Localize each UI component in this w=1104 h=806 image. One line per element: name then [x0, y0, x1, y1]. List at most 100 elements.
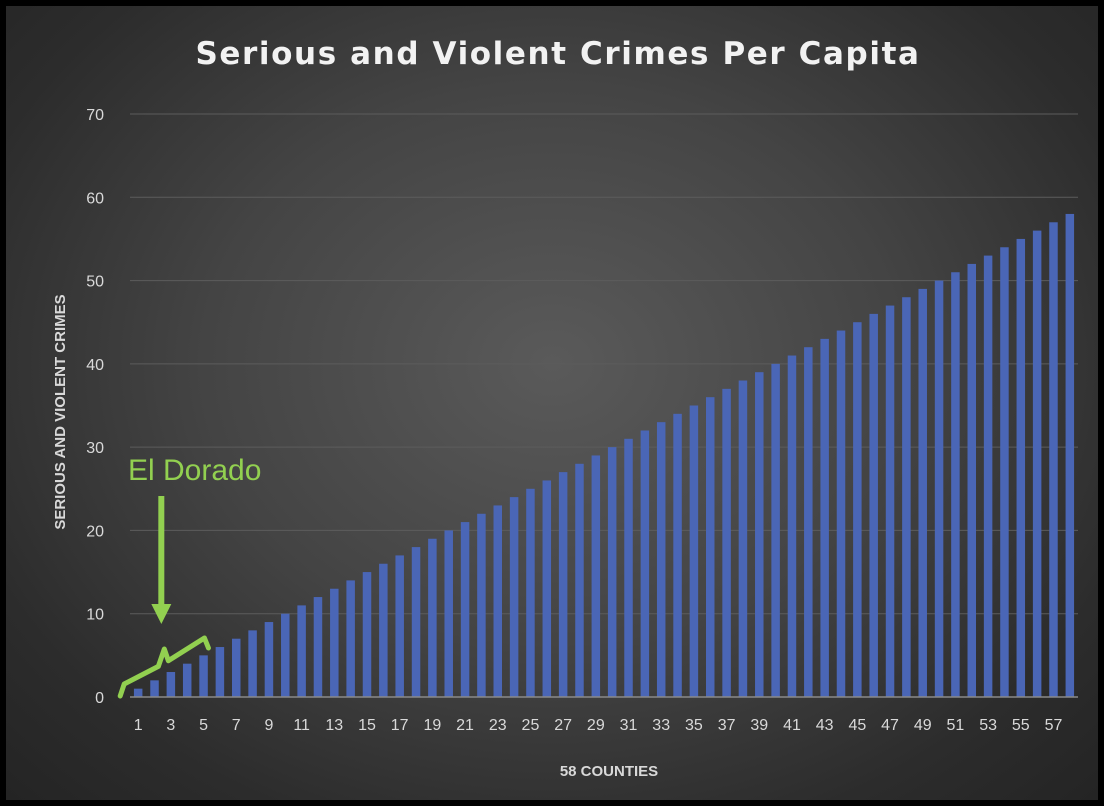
- bar: [133, 688, 143, 697]
- bar: [444, 530, 453, 697]
- bar: [379, 563, 388, 697]
- x-tick-label: 11: [293, 717, 310, 734]
- x-tick-label: 31: [620, 717, 638, 734]
- bar: [575, 463, 584, 697]
- x-tick-label: 1: [134, 717, 143, 734]
- x-tick-label: 53: [979, 717, 997, 734]
- bar: [1065, 213, 1075, 697]
- x-tick-label: 39: [750, 717, 768, 734]
- bar: [951, 272, 960, 697]
- x-axis-title: 58 COUNTIES: [560, 763, 658, 780]
- annotation-label: El Dorado: [128, 454, 261, 487]
- el-dorado-annotation: El Dorado: [117, 454, 261, 699]
- x-tick-label: 25: [522, 717, 540, 734]
- bar: [804, 347, 813, 697]
- bar: [705, 397, 715, 697]
- y-tick-label: 20: [86, 523, 104, 540]
- x-tick-label: 41: [783, 717, 801, 734]
- gridlines: [130, 113, 1078, 615]
- bar: [591, 455, 601, 697]
- bar: [607, 447, 617, 697]
- x-tick-label: 13: [325, 717, 343, 734]
- bar: [624, 438, 633, 697]
- bar: [493, 505, 503, 697]
- y-tick-label: 60: [86, 190, 104, 207]
- x-tick-label: 35: [685, 717, 703, 734]
- bar: [640, 430, 650, 697]
- bar: [477, 513, 486, 697]
- bar: [1016, 238, 1026, 697]
- bar: [1032, 230, 1042, 697]
- x-tick-label: 45: [848, 717, 866, 734]
- bar: [656, 422, 666, 697]
- x-tick-label: 57: [1045, 717, 1063, 734]
- bar: [902, 297, 911, 697]
- y-tick-label: 70: [86, 107, 104, 124]
- bar: [689, 405, 699, 697]
- x-tick-label: 7: [232, 717, 241, 734]
- bar: [836, 330, 846, 697]
- bar: [297, 605, 306, 697]
- bar: [1049, 222, 1058, 697]
- chart-title: Serious and Violent Crimes Per Capita: [195, 36, 920, 72]
- bar: [199, 655, 208, 697]
- bar: [738, 380, 748, 697]
- bar: [967, 263, 977, 697]
- down-arrow-icon: [151, 496, 172, 624]
- bar: [509, 497, 519, 697]
- bar: [853, 322, 862, 697]
- bar: [150, 680, 159, 697]
- y-tick-label: 30: [86, 440, 104, 457]
- bar: [248, 630, 257, 697]
- chart-container: Serious and Violent Crimes Per Capita 0 1…: [6, 6, 1098, 800]
- bar: [460, 522, 470, 697]
- x-tick-label: 43: [816, 717, 834, 734]
- bar: [885, 305, 895, 697]
- bar: [182, 663, 192, 697]
- bar: [558, 472, 568, 697]
- bar: [983, 255, 993, 698]
- bar: [542, 480, 552, 697]
- x-tick-label: 3: [166, 717, 175, 734]
- bar: [869, 313, 878, 697]
- y-tick-label: 40: [86, 357, 104, 374]
- x-tick-label: 27: [554, 717, 572, 734]
- x-tick-label: 21: [456, 717, 474, 734]
- y-axis-tick-labels: 0 10 20 30 40 50 60 70: [86, 107, 104, 707]
- x-tick-label: 15: [358, 717, 376, 734]
- x-tick-label: 5: [199, 717, 208, 734]
- bar: [755, 372, 764, 697]
- x-tick-label: 55: [1012, 717, 1030, 734]
- x-tick-label: 29: [587, 717, 605, 734]
- bar: [787, 355, 797, 697]
- x-tick-label: 9: [264, 717, 273, 734]
- y-tick-label: 10: [86, 607, 104, 624]
- bar: [264, 622, 274, 697]
- bar: [215, 647, 225, 697]
- x-tick-label: 49: [914, 717, 932, 734]
- x-axis-tick-labels: 1 3 5 7 9 11 13 15 17 19 21 23 25 27 29 31 33 35 37 39 41 43 4…: [134, 717, 1063, 734]
- bars: [133, 213, 1075, 698]
- x-tick-label: 33: [652, 717, 670, 734]
- bar: [330, 588, 339, 697]
- bar: [1000, 247, 1009, 697]
- bar: [346, 580, 355, 697]
- y-tick-label: 0: [95, 690, 104, 707]
- bar: [771, 363, 780, 697]
- bar: [673, 413, 682, 697]
- bar: [918, 288, 927, 697]
- x-tick-label: 19: [423, 717, 441, 734]
- y-axis-title: SERIOUS AND VIOLENT CRIMES: [52, 294, 69, 529]
- bar: [231, 638, 241, 697]
- bar: [395, 555, 404, 697]
- bar: [362, 572, 372, 697]
- x-tick-label: 23: [489, 717, 507, 734]
- x-tick-label: 47: [881, 717, 899, 734]
- bar: [281, 613, 290, 697]
- y-tick-label: 50: [86, 274, 104, 291]
- bar: [313, 597, 323, 697]
- bar: [428, 538, 437, 697]
- curly-brace-icon: [117, 635, 211, 699]
- bar: [934, 280, 944, 697]
- bar: [166, 672, 176, 697]
